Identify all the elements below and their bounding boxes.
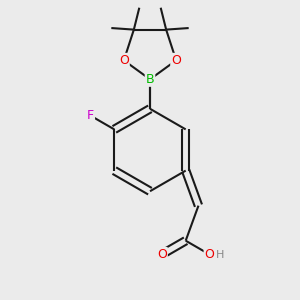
- Text: O: O: [119, 54, 129, 67]
- Text: O: O: [171, 54, 181, 67]
- Text: B: B: [146, 73, 154, 86]
- Text: O: O: [157, 248, 167, 261]
- Text: H: H: [216, 250, 224, 260]
- Text: F: F: [87, 109, 94, 122]
- Text: O: O: [205, 248, 214, 261]
